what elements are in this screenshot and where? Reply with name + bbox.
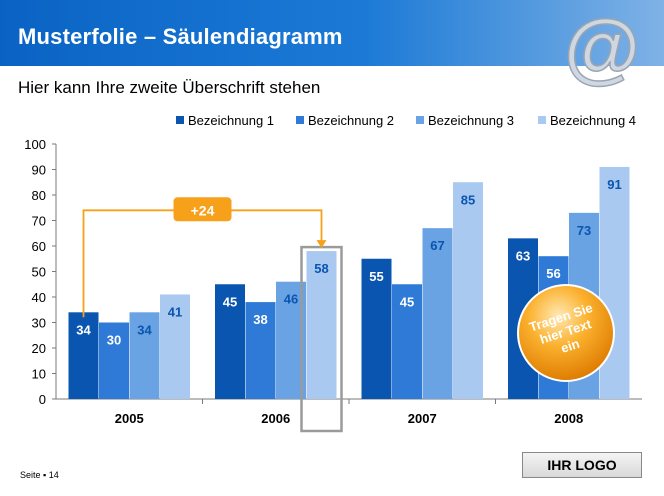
y-tick-label: 60 bbox=[32, 239, 46, 254]
page-label: Seite bbox=[20, 470, 41, 480]
bar bbox=[129, 312, 160, 399]
bar bbox=[160, 294, 190, 399]
callout-bubble bbox=[517, 284, 615, 382]
bar bbox=[361, 258, 392, 399]
column-chart: Bezeichnung 1 Bezeichnung 2 Bezeichnung 3 B… bbox=[24, 113, 642, 433]
y-tick-label: 70 bbox=[32, 214, 46, 229]
at-sign-icon: @ bbox=[563, 6, 641, 90]
bar-value-label: 38 bbox=[253, 312, 267, 327]
bar-value-label: 67 bbox=[430, 238, 444, 253]
y-tick-label: 20 bbox=[32, 341, 46, 356]
bar-value-label: 85 bbox=[461, 192, 475, 207]
bar-value-label: 34 bbox=[137, 322, 152, 337]
y-tick-label: 100 bbox=[24, 137, 46, 152]
y-tick-label: 10 bbox=[32, 367, 46, 382]
slide-subtitle: Hier kann Ihre zweite Überschrift stehen bbox=[18, 78, 321, 97]
bar-value-label: 58 bbox=[314, 261, 328, 276]
arrow-head-icon bbox=[316, 240, 327, 249]
bar-value-label: 45 bbox=[223, 294, 237, 309]
x-tick-label: 2008 bbox=[554, 411, 583, 426]
page-separator-icon: ▪ bbox=[43, 470, 47, 480]
bar-value-label: 46 bbox=[284, 292, 298, 307]
bar bbox=[99, 322, 129, 399]
y-tick-label: 80 bbox=[32, 188, 46, 203]
y-tick-label: 40 bbox=[32, 290, 46, 305]
x-tick-label: 2006 bbox=[261, 411, 290, 426]
y-tick-label: 30 bbox=[32, 316, 46, 331]
page-footer: Seite ▪ 14 bbox=[20, 470, 59, 480]
bar-value-label: 45 bbox=[400, 294, 414, 309]
bar bbox=[453, 182, 483, 399]
legend-swatch bbox=[176, 116, 184, 124]
bar bbox=[215, 284, 245, 399]
svg-text:@: @ bbox=[564, 6, 640, 90]
bar bbox=[306, 251, 337, 399]
legend-swatch bbox=[416, 116, 424, 124]
slide-title: Musterfolie – Säulendiagramm bbox=[18, 24, 343, 49]
y-tick-label: 50 bbox=[32, 265, 46, 280]
bar-value-label: 55 bbox=[369, 269, 383, 284]
bar bbox=[392, 284, 422, 399]
change-badge-label: +24 bbox=[191, 202, 215, 218]
bar bbox=[68, 312, 99, 399]
legend-swatch bbox=[538, 116, 546, 124]
y-tick-label: 90 bbox=[32, 163, 46, 178]
legend-label: Bezeichnung 3 bbox=[428, 113, 514, 128]
bar-value-label: 34 bbox=[76, 322, 91, 337]
x-tick-label: 2007 bbox=[408, 411, 437, 426]
legend-swatch bbox=[296, 116, 304, 124]
bar bbox=[245, 302, 276, 399]
bar-value-label: 63 bbox=[516, 248, 530, 263]
bar-value-label: 41 bbox=[168, 304, 182, 319]
x-tick-label: 2005 bbox=[115, 411, 144, 426]
logo-placeholder: IHR LOGO bbox=[522, 452, 642, 478]
bar bbox=[599, 166, 630, 399]
page-number: 14 bbox=[48, 470, 59, 480]
y-tick-label: 0 bbox=[39, 392, 46, 407]
slide-header: Musterfolie – Säulendiagramm bbox=[0, 0, 664, 66]
bar bbox=[422, 228, 453, 399]
bar-value-label: 91 bbox=[607, 177, 621, 192]
bar-value-label: 56 bbox=[546, 266, 560, 281]
bar-value-label: 73 bbox=[577, 223, 591, 238]
change-badge bbox=[173, 197, 232, 222]
legend-label: Bezeichnung 1 bbox=[188, 113, 274, 128]
callout-bubble-text: ein bbox=[559, 336, 582, 356]
legend-label: Bezeichnung 2 bbox=[308, 113, 394, 128]
bar-value-label: 30 bbox=[107, 333, 121, 348]
legend-label: Bezeichnung 4 bbox=[550, 113, 636, 128]
